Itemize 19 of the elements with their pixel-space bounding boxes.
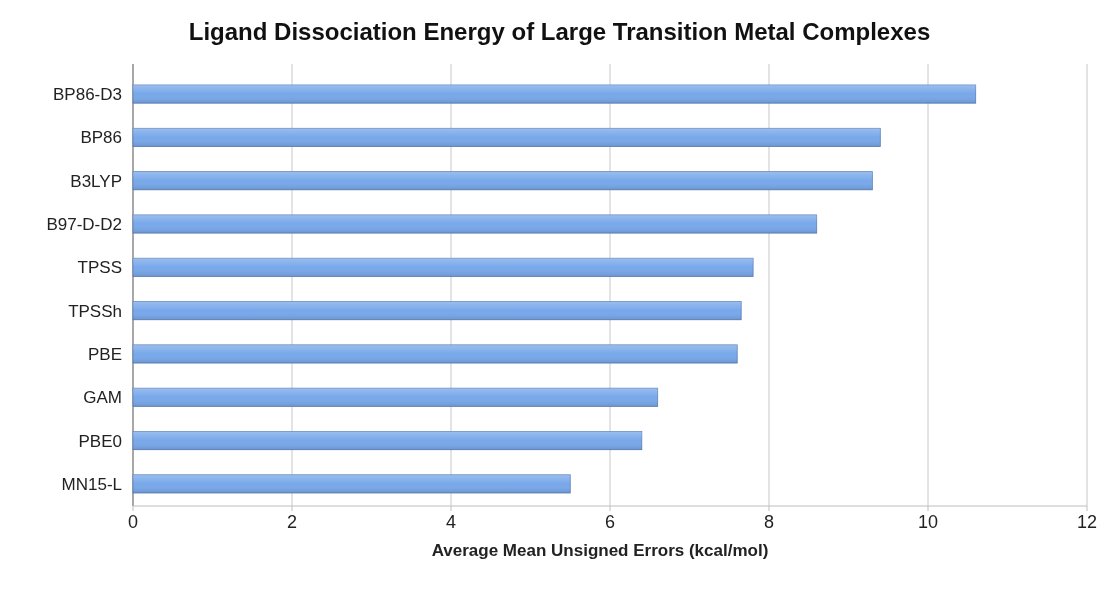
y-tick-label: BP86 xyxy=(80,128,122,148)
y-tick-label: PBE0 xyxy=(78,431,122,451)
x-tick-label: 10 xyxy=(917,512,939,532)
x-tick-label: 12 xyxy=(1076,512,1098,532)
y-tick-label: BP86-D3 xyxy=(53,85,122,105)
chart-title: Ligand Dissociation Energy of Large Transition Metal Complexes xyxy=(188,18,931,45)
x-tick-label: 8 xyxy=(763,512,775,532)
y-tick-label: B97-D-D2 xyxy=(46,214,122,234)
y-tick-label: TPSSh xyxy=(68,301,122,321)
x-tick-label: 4 xyxy=(445,512,457,532)
x-tick-label: 6 xyxy=(604,512,616,532)
y-tick-label: B3LYP xyxy=(70,171,122,191)
y-tick-label: MN15-L xyxy=(61,474,122,494)
y-tick-label: TPSS xyxy=(77,258,122,278)
x-axis-title: Average Mean Unsigned Errors (kcal/mol) xyxy=(431,541,769,560)
y-tick-label: PBE xyxy=(87,344,122,364)
x-tick-label: 2 xyxy=(286,512,298,532)
x-tick-label: 0 xyxy=(127,512,139,532)
y-tick-label: GAM xyxy=(83,388,122,408)
